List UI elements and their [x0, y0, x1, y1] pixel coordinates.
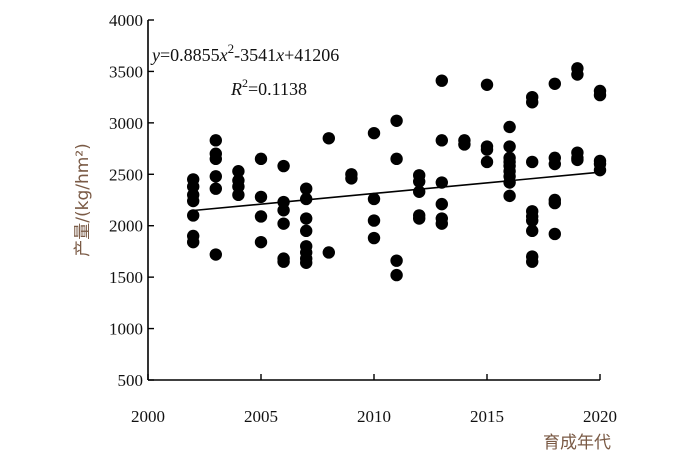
data-point: [277, 159, 290, 173]
data-point: [277, 204, 290, 217]
data-point: [526, 255, 539, 268]
data-point: [548, 196, 561, 210]
data-point: [526, 155, 539, 169]
r-squared-value: =0.1138: [248, 79, 307, 99]
x-axis-title: 育成年代: [543, 433, 611, 453]
data-point: [503, 189, 516, 203]
y-axis-title: 产量/(kg/hm²): [73, 143, 93, 257]
data-point: [480, 143, 494, 156]
x-tick-label: 2020: [583, 407, 617, 426]
data-point: [390, 152, 403, 166]
data-point: [300, 192, 313, 206]
data-points: [187, 62, 607, 282]
data-point: [503, 140, 516, 153]
data-point: [209, 248, 222, 261]
equation-x-var-1: x: [219, 45, 228, 65]
data-point: [435, 176, 448, 189]
data-point: [187, 235, 200, 249]
y-tick-label: 2500: [109, 165, 143, 184]
y-tick-label: 500: [118, 371, 144, 390]
trendline: [193, 171, 601, 212]
data-point: [367, 192, 381, 206]
data-point: [458, 138, 471, 151]
equation-coef-1: =0.8855: [160, 45, 220, 65]
y-tick-label: 2000: [109, 217, 143, 236]
data-point: [209, 170, 222, 183]
data-point: [300, 256, 313, 269]
y-tick-label: 1000: [109, 320, 143, 339]
data-point: [367, 126, 381, 140]
data-point: [571, 153, 584, 167]
data-point: [390, 254, 403, 267]
data-point: [435, 217, 448, 230]
data-point: [503, 120, 516, 134]
equation-y-var: y: [150, 45, 160, 65]
r-squared-label: R2=0.1138: [230, 76, 307, 99]
data-point: [300, 182, 313, 195]
data-point: [526, 96, 539, 109]
data-point: [526, 224, 539, 238]
data-point: [254, 152, 268, 166]
data-point: [300, 224, 313, 238]
data-point: [322, 132, 335, 145]
data-point: [232, 165, 245, 178]
y-tick-label: 1500: [109, 268, 143, 287]
y-tick-label: 3500: [109, 62, 143, 81]
data-point: [277, 255, 290, 268]
r-squared-exponent: 2: [242, 76, 248, 90]
axes: [147, 19, 601, 381]
x-tick-label: 2005: [244, 407, 278, 426]
data-point: [300, 212, 313, 225]
data-point: [209, 182, 222, 195]
equation-coef-2: -3541: [234, 45, 276, 65]
data-point: [435, 74, 448, 87]
y-tick-label: 3000: [109, 114, 143, 133]
data-point: [232, 188, 245, 202]
data-point: [390, 114, 403, 128]
data-point: [593, 163, 607, 177]
data-point: [413, 185, 426, 198]
data-point: [254, 210, 268, 223]
data-point: [480, 78, 494, 92]
data-point: [187, 209, 200, 222]
data-point: [548, 227, 561, 241]
data-point: [367, 231, 381, 245]
data-point: [254, 190, 268, 204]
data-point: [503, 176, 516, 189]
equation-exponent: 2: [228, 41, 235, 56]
x-tick-label: 2010: [357, 407, 391, 426]
data-point: [187, 194, 200, 208]
equation-constant: +41206: [284, 45, 339, 65]
tick-labels: 500 1000 1500 2000 2500 3000 3500 4000 2000 2005 2…: [109, 11, 617, 426]
data-point: [209, 134, 222, 147]
regression-equation: y=0.8855x2-3541x+41206: [150, 41, 339, 65]
data-point: [571, 68, 584, 81]
equation-x-var-2: x: [275, 45, 284, 65]
data-point: [322, 246, 335, 259]
data-point: [548, 77, 561, 90]
data-point: [593, 88, 607, 102]
data-point: [480, 155, 494, 169]
data-point: [413, 175, 426, 188]
r-squared-r: R: [230, 79, 242, 99]
data-point: [548, 157, 561, 171]
data-point: [526, 214, 539, 227]
data-point: [390, 268, 403, 282]
trendline-layer: [193, 171, 601, 212]
data-point: [435, 197, 448, 211]
data-point: [413, 212, 426, 225]
x-tick-label: 2000: [131, 407, 165, 426]
x-tick-label: 2015: [470, 407, 504, 426]
data-point: [345, 172, 358, 185]
data-point: [367, 214, 381, 227]
data-point: [209, 152, 222, 166]
data-point: [435, 134, 448, 147]
data-point: [277, 217, 290, 230]
y-tick-label: 4000: [109, 11, 143, 30]
data-point: [254, 235, 268, 249]
